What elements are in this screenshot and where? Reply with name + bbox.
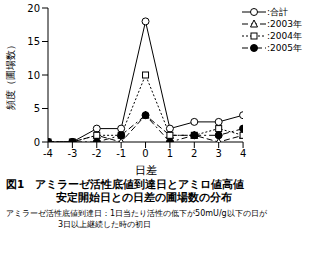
svg-text:-2: -2 bbox=[92, 148, 102, 159]
svg-text:5: 5 bbox=[34, 103, 40, 114]
html-text::2004年: :2004年 bbox=[267, 31, 302, 41]
svg-text:0: 0 bbox=[34, 137, 40, 148]
html-text:3日以上継続した時の初日: 3日以上継続した時の初日 bbox=[58, 220, 152, 229]
html-text::2003年: :2003年 bbox=[267, 19, 302, 29]
svg-text:10: 10 bbox=[27, 70, 40, 81]
svg-text:15: 15 bbox=[27, 36, 40, 47]
html-text::2005年: :2005年 bbox=[267, 43, 302, 53]
svg-text:-4: -4 bbox=[43, 148, 53, 159]
svg-text:日差: 日差 bbox=[135, 164, 157, 177]
svg-text:頻度（圃場数）: 頻度（圃場数） bbox=[8, 40, 16, 110]
svg-text:-1: -1 bbox=[116, 148, 126, 159]
html-text::合計: :合計 bbox=[267, 7, 289, 17]
html-text:図1 アミラーゼ活性底値到達日とアミロ値高値: 図1 アミラーゼ活性底値到達日とアミロ値高値 bbox=[6, 178, 245, 190]
svg-text:1: 1 bbox=[167, 148, 173, 159]
svg-text:4: 4 bbox=[240, 148, 246, 159]
html-text:アミラーゼ活性底値到達日：1日当たり活性の低下が50mU/g: アミラーゼ活性底値到達日：1日当たり活性の低下が50mU/g以下の日が bbox=[6, 209, 267, 218]
html-text:安定開始日との日差の圃場数の分布: 安定開始日との日差の圃場数の分布 bbox=[56, 191, 232, 203]
svg-text:0: 0 bbox=[142, 148, 148, 159]
svg-text:2: 2 bbox=[191, 148, 197, 159]
svg-text:-3: -3 bbox=[67, 148, 77, 159]
svg-text:3: 3 bbox=[215, 148, 221, 159]
svg-text:20: 20 bbox=[27, 3, 40, 14]
